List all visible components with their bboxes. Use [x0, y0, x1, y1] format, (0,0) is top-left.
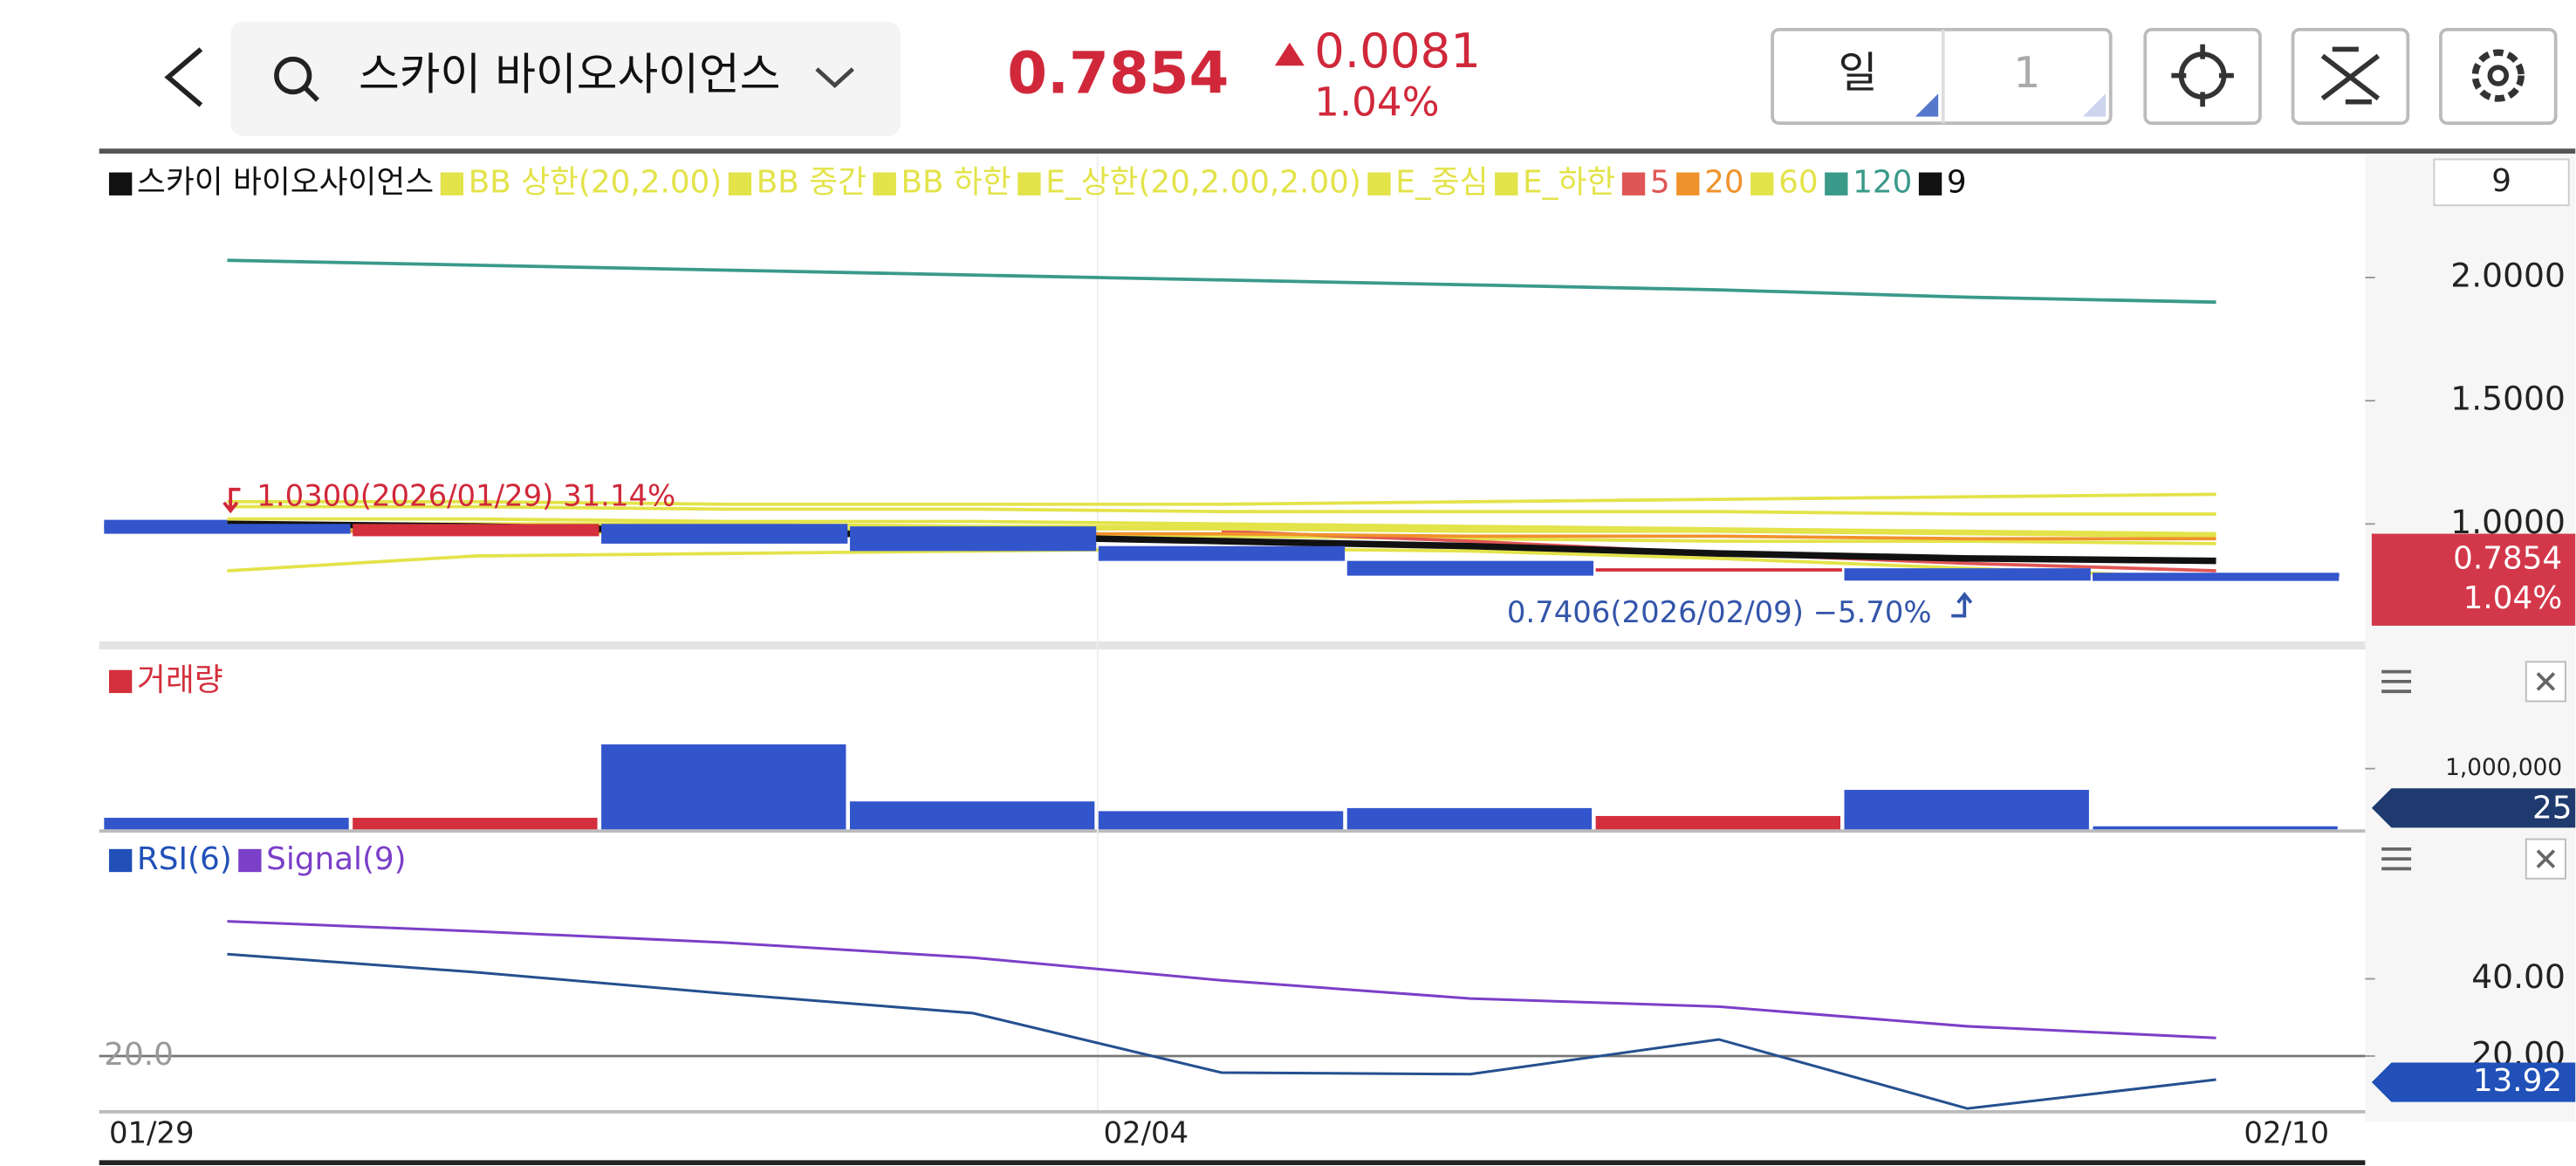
volume-bar: [1595, 815, 1841, 830]
volume-bar: [1098, 811, 1344, 830]
legend-label: 스카이 바이오사이언스: [137, 165, 434, 201]
indicator-line: [227, 492, 2216, 506]
y-tick-label: 2.0000: [2450, 256, 2566, 294]
legend-label: 거래량: [137, 662, 223, 698]
up-triangle: [1274, 42, 1305, 66]
price: 0.7854: [1007, 40, 1229, 107]
legend-label: 120: [1853, 165, 1912, 201]
change-pct: 1.04%: [1314, 79, 1439, 125]
x-tick-label: 02/04: [1103, 1116, 1189, 1150]
legend-label: RSI(6): [137, 841, 232, 877]
legend-label: 9: [1947, 165, 1967, 201]
rsi-tag-value: 13.92: [2473, 1063, 2562, 1099]
price-tag-pct: 1.04%: [2463, 580, 2563, 616]
period-button[interactable]: 일: [1838, 48, 1877, 98]
crosshair-icon: [2171, 44, 2234, 107]
search-icon: [302, 85, 319, 102]
candle-body: [104, 524, 351, 534]
legend-label: BB 상한(20,2.00): [469, 165, 723, 201]
legend-swatch: [238, 848, 262, 873]
legend-swatch: [873, 172, 896, 195]
volume-bar: [1346, 807, 1593, 830]
x-tick-label: 01/29: [109, 1116, 195, 1150]
candle-body: [1595, 568, 1842, 572]
legend-label: BB 하한: [901, 165, 1011, 201]
settings-icon: [2487, 65, 2510, 86]
crosshair-button[interactable]: [2143, 27, 2262, 126]
stock-name: 스카이 바이오사이언스: [359, 48, 780, 99]
panel-close[interactable]: [2525, 661, 2566, 880]
change: 0.0081: [1314, 23, 1481, 79]
legend-swatch: [1495, 172, 1518, 195]
high-annotation: 1.0300(2026/01/29) 31.14%: [257, 479, 675, 513]
candle-body: [1844, 568, 2091, 581]
indicator-line: [227, 258, 2216, 305]
y-tick-label: 1.5000: [2450, 380, 2566, 418]
volume-bar: [104, 818, 349, 830]
price-tag: [2371, 533, 2576, 626]
legend-swatch: [1918, 172, 1942, 195]
period-box-label: 9: [2491, 163, 2511, 199]
legend-label: Signal(9): [266, 841, 406, 877]
axis-area: [2365, 152, 2576, 1122]
legend-label: 20: [1704, 165, 1744, 201]
volume-bar: [601, 744, 846, 830]
rsi-tag: [2371, 1062, 2576, 1102]
candle-body: [353, 524, 599, 537]
back-button[interactable]: [164, 47, 203, 107]
volume-bar: [1844, 790, 2089, 830]
x-tick-label: 02/10: [2244, 1116, 2329, 1150]
legend-swatch: [108, 669, 133, 694]
legend-label: 60: [1778, 165, 1819, 201]
legend-label: E_상한(20,2.00,2.00): [1045, 165, 1361, 201]
volume-tag-value: 25: [2532, 791, 2573, 826]
legend-label: E_하한: [1523, 165, 1615, 201]
legend-label: BB 중간: [757, 165, 867, 201]
y-tick-label: 1,000,000: [2445, 755, 2562, 781]
volume-bar: [849, 801, 1095, 830]
legend-swatch: [1017, 172, 1041, 195]
price-tag-value: 0.7854: [2453, 541, 2562, 577]
corner-mark: [2082, 93, 2107, 117]
legend-swatch: [728, 172, 752, 195]
search-icon: [274, 56, 312, 95]
annotation-arrow: [223, 487, 241, 514]
legend-swatch: [1367, 172, 1391, 195]
search-box[interactable]: [230, 21, 901, 137]
legend-label: E_중심: [1395, 165, 1488, 201]
candle-body: [1346, 560, 1593, 576]
candle-body: [849, 526, 1097, 552]
period-count[interactable]: 1: [2013, 48, 2040, 98]
reference-label: 20.0: [104, 1037, 174, 1073]
legend-swatch: [108, 848, 133, 873]
period-box: [2433, 158, 2570, 207]
volume-bar: [353, 818, 598, 830]
y-tick-label: 40.00: [2471, 957, 2566, 996]
legend-swatch: [108, 172, 133, 195]
indicator-line: [227, 920, 2216, 1039]
indicator-line: [227, 952, 2216, 1110]
low-annotation: 0.7406(2026/02/09) −5.70%: [1507, 595, 1932, 629]
volume-tag: [2371, 788, 2576, 828]
legend-swatch: [440, 172, 464, 195]
draw-icon: [2320, 46, 2381, 105]
panel-menu[interactable]: [2381, 669, 2412, 871]
annotation-arrow: [1951, 592, 1973, 618]
candle-body: [1098, 545, 1346, 561]
volume-bar: [2093, 826, 2338, 830]
corner-mark: [1915, 93, 1939, 117]
legend-swatch: [1825, 172, 1848, 195]
settings-button[interactable]: [2439, 27, 2558, 126]
legend-label: 5: [1650, 165, 1670, 201]
candle-body: [601, 524, 848, 544]
dropdown-icon[interactable]: [815, 67, 854, 89]
legend-swatch: [1621, 172, 1646, 195]
legend-swatch: [1676, 172, 1700, 195]
legend-swatch: [1750, 172, 1774, 195]
indicator-line: [227, 504, 2216, 516]
